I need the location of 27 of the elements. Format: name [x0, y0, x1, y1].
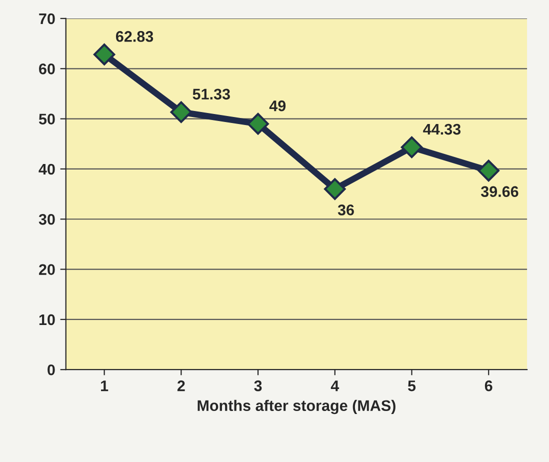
- x-tick-label: 4: [330, 380, 340, 392]
- data-label: 51.33: [192, 88, 230, 100]
- data-label: 44.33: [423, 124, 461, 135]
- x-tick-label: 6: [484, 380, 492, 392]
- y-tick-label: 40: [38, 164, 55, 175]
- point: [324, 178, 346, 200]
- data-label: 49: [269, 100, 286, 112]
- y-tick-label: 70: [39, 13, 55, 24]
- y-tick-label: 60: [39, 64, 55, 74]
- x-axis-title: Months after storage (MAS): [198, 400, 396, 414]
- point: [478, 160, 500, 182]
- point: [170, 101, 192, 123]
- point: [247, 112, 269, 135]
- point: [400, 136, 423, 158]
- data-label: 36: [338, 204, 354, 216]
- x-tick-label: 5: [408, 380, 416, 392]
- y-tick-label: 10: [39, 314, 55, 326]
- point: [93, 44, 116, 66]
- y-tick-label: 30: [38, 214, 55, 225]
- y-tick-label: 0: [48, 364, 55, 376]
- data-label: 62.83: [116, 31, 154, 42]
- x-tick-label: 2: [177, 380, 185, 392]
- y-tick-label: 20: [39, 264, 55, 275]
- x-tick-label: 3: [254, 380, 262, 392]
- y-tick-label: 50: [38, 114, 55, 124]
- x-tick-label: 1: [101, 380, 108, 392]
- data-label: 39.66: [480, 186, 518, 198]
